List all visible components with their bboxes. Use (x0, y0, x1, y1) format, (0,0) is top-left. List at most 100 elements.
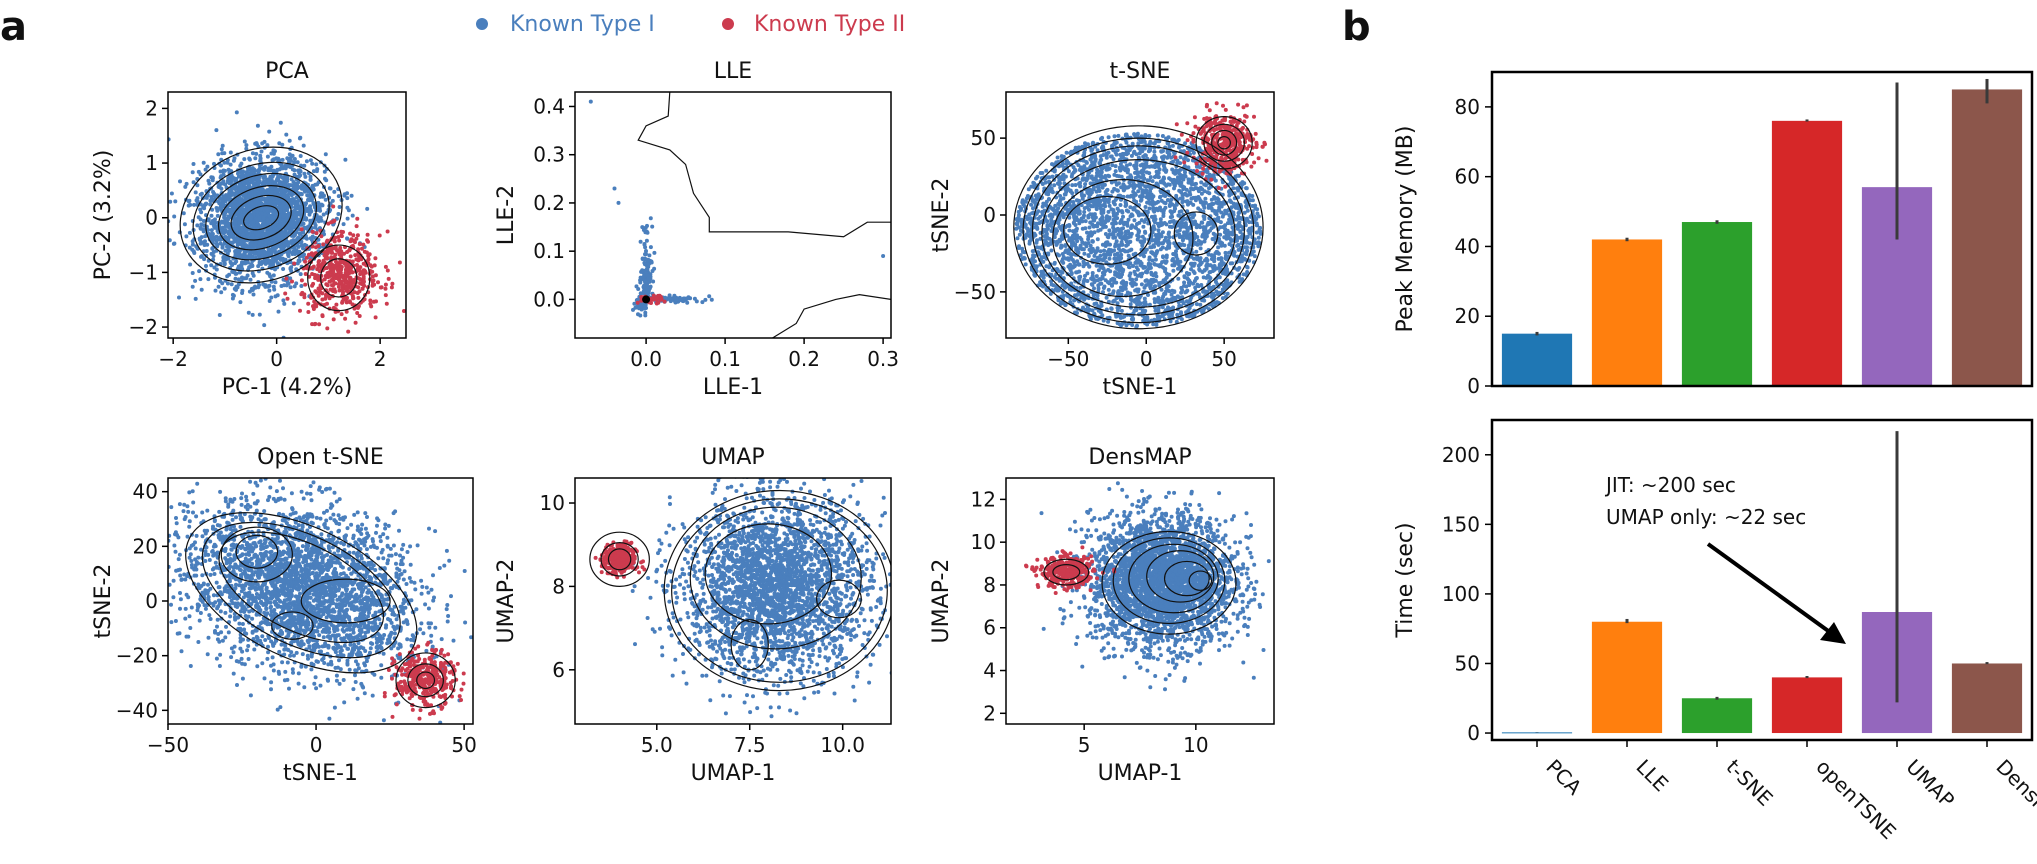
points-layer (588, 92, 891, 338)
data-point (316, 244, 321, 248)
x-tick-label: 0.3 (867, 347, 899, 371)
data-point (219, 219, 224, 224)
data-point (1071, 229, 1075, 234)
data-point (236, 264, 241, 269)
data-point (306, 310, 311, 314)
data-point (645, 257, 650, 262)
data-point (220, 143, 225, 148)
data-point (1184, 187, 1189, 192)
data-point (211, 190, 216, 194)
data-point (257, 215, 262, 220)
data-point (1229, 182, 1234, 187)
data-point (314, 162, 319, 167)
data-point (222, 168, 227, 173)
data-point (256, 169, 261, 174)
contour-line (192, 161, 330, 272)
data-point (643, 251, 648, 256)
data-point (239, 254, 244, 259)
data-point (306, 209, 311, 214)
data-point (1113, 164, 1118, 169)
data-point (641, 228, 646, 232)
data-point (236, 277, 241, 282)
data-point (240, 233, 245, 238)
data-point (1133, 133, 1138, 138)
data-point (234, 110, 239, 115)
data-point (1055, 155, 1060, 160)
data-point (352, 306, 357, 311)
data-point (1174, 178, 1179, 183)
y-axis-label: LLE-2 (494, 185, 519, 245)
y-tick-label: 2 (145, 96, 158, 120)
data-point (279, 189, 283, 194)
data-point (1194, 249, 1199, 254)
data-point (172, 214, 177, 219)
data-point (268, 262, 273, 267)
data-point (1171, 268, 1176, 273)
data-point (642, 242, 647, 247)
data-point (349, 193, 354, 198)
data-point (338, 259, 343, 264)
data-point (646, 290, 651, 295)
data-point (651, 293, 656, 298)
data-point (262, 250, 267, 255)
data-point (1256, 235, 1261, 240)
data-point (303, 174, 308, 179)
data-point (183, 184, 188, 189)
data-point (346, 283, 350, 288)
data-point (1104, 295, 1109, 300)
x-tick-label: 2 (374, 347, 387, 371)
data-point (358, 265, 363, 270)
x-tick-label: 0.1 (709, 347, 741, 371)
legend-marker-type2 (722, 18, 734, 30)
data-point (267, 288, 272, 293)
data-point (344, 300, 349, 305)
contour-line (230, 194, 292, 241)
data-point (178, 179, 182, 184)
data-point (1206, 252, 1211, 257)
data-point (298, 154, 303, 158)
data-point (366, 253, 371, 258)
data-point (376, 280, 380, 285)
data-point (357, 289, 362, 294)
data-point (278, 192, 283, 197)
data-point (275, 261, 280, 266)
data-point (1083, 182, 1088, 187)
data-point (1067, 228, 1072, 233)
data-point (244, 243, 248, 248)
data-point (1121, 167, 1126, 171)
data-point (1155, 208, 1160, 213)
data-point (202, 223, 206, 228)
data-point (320, 203, 325, 208)
data-point (334, 261, 339, 266)
data-point (648, 245, 653, 250)
data-point (638, 291, 643, 296)
data-point (216, 284, 221, 289)
data-point (285, 296, 290, 301)
data-point (1064, 150, 1069, 155)
data-point (267, 299, 272, 303)
data-point (1176, 223, 1181, 228)
data-point (292, 208, 297, 213)
data-point (320, 291, 325, 296)
data-point (647, 279, 652, 284)
data-point (1179, 310, 1183, 315)
data-point (1171, 252, 1176, 256)
data-point (285, 208, 290, 213)
data-point (254, 202, 258, 207)
data-point (260, 211, 264, 216)
data-point (402, 309, 406, 313)
data-point (313, 289, 318, 294)
data-point (1093, 144, 1098, 149)
data-point (336, 194, 341, 199)
data-point (356, 305, 360, 310)
data-point (276, 236, 281, 241)
data-point (289, 154, 294, 159)
data-point (1087, 225, 1092, 230)
data-point (248, 253, 252, 258)
data-point (190, 271, 195, 275)
data-point (338, 245, 343, 250)
data-point (1094, 274, 1099, 279)
data-point (342, 193, 347, 198)
data-point (649, 259, 654, 264)
data-point (215, 242, 220, 247)
